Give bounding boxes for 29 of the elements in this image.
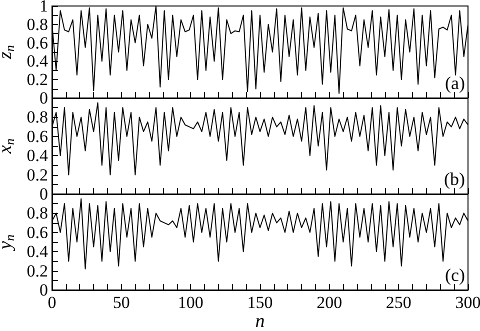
y-tick-label: 0.8 bbox=[26, 108, 48, 127]
x-tick-label: 200 bbox=[316, 293, 342, 312]
x-tick-label: 300 bbox=[455, 293, 480, 312]
y-axis-title: yn bbox=[0, 234, 17, 252]
annotation: (b) bbox=[444, 169, 466, 189]
y-tick-label: 0 bbox=[40, 280, 48, 300]
x-tick-label: 100 bbox=[178, 293, 204, 312]
x-tick-label: 250 bbox=[386, 293, 412, 312]
y-tick-label: 0.6 bbox=[26, 33, 48, 52]
y-axis-title: zn bbox=[0, 45, 17, 60]
y-tick-label: 0.4 bbox=[26, 146, 48, 166]
y-tick-label: 0.8 bbox=[26, 14, 48, 34]
y-tick-label: 0.6 bbox=[26, 126, 48, 146]
y-tick-label: 0.6 bbox=[26, 222, 48, 242]
y-tick-label: 0.4 bbox=[26, 52, 48, 71]
y-tick-label: 0.2 bbox=[26, 70, 48, 90]
annotation: (c) bbox=[445, 265, 466, 285]
y-tick-label: 0.2 bbox=[26, 165, 48, 184]
x-tick-label: 50 bbox=[112, 293, 130, 312]
x-axis-title: n bbox=[255, 310, 265, 331]
y-tick-label: 0 bbox=[40, 184, 48, 204]
annotation: (a) bbox=[445, 73, 466, 93]
x-tick-label: 150 bbox=[247, 293, 273, 312]
y-axis-title: xn bbox=[0, 138, 17, 154]
y-tick-label: 0.2 bbox=[26, 261, 48, 280]
y-tick-label: 1 bbox=[40, 0, 48, 16]
y-tick-label: 0.4 bbox=[26, 242, 48, 262]
y-tick-label: 0 bbox=[40, 88, 48, 108]
y-tick-label: 0.8 bbox=[26, 204, 48, 223]
